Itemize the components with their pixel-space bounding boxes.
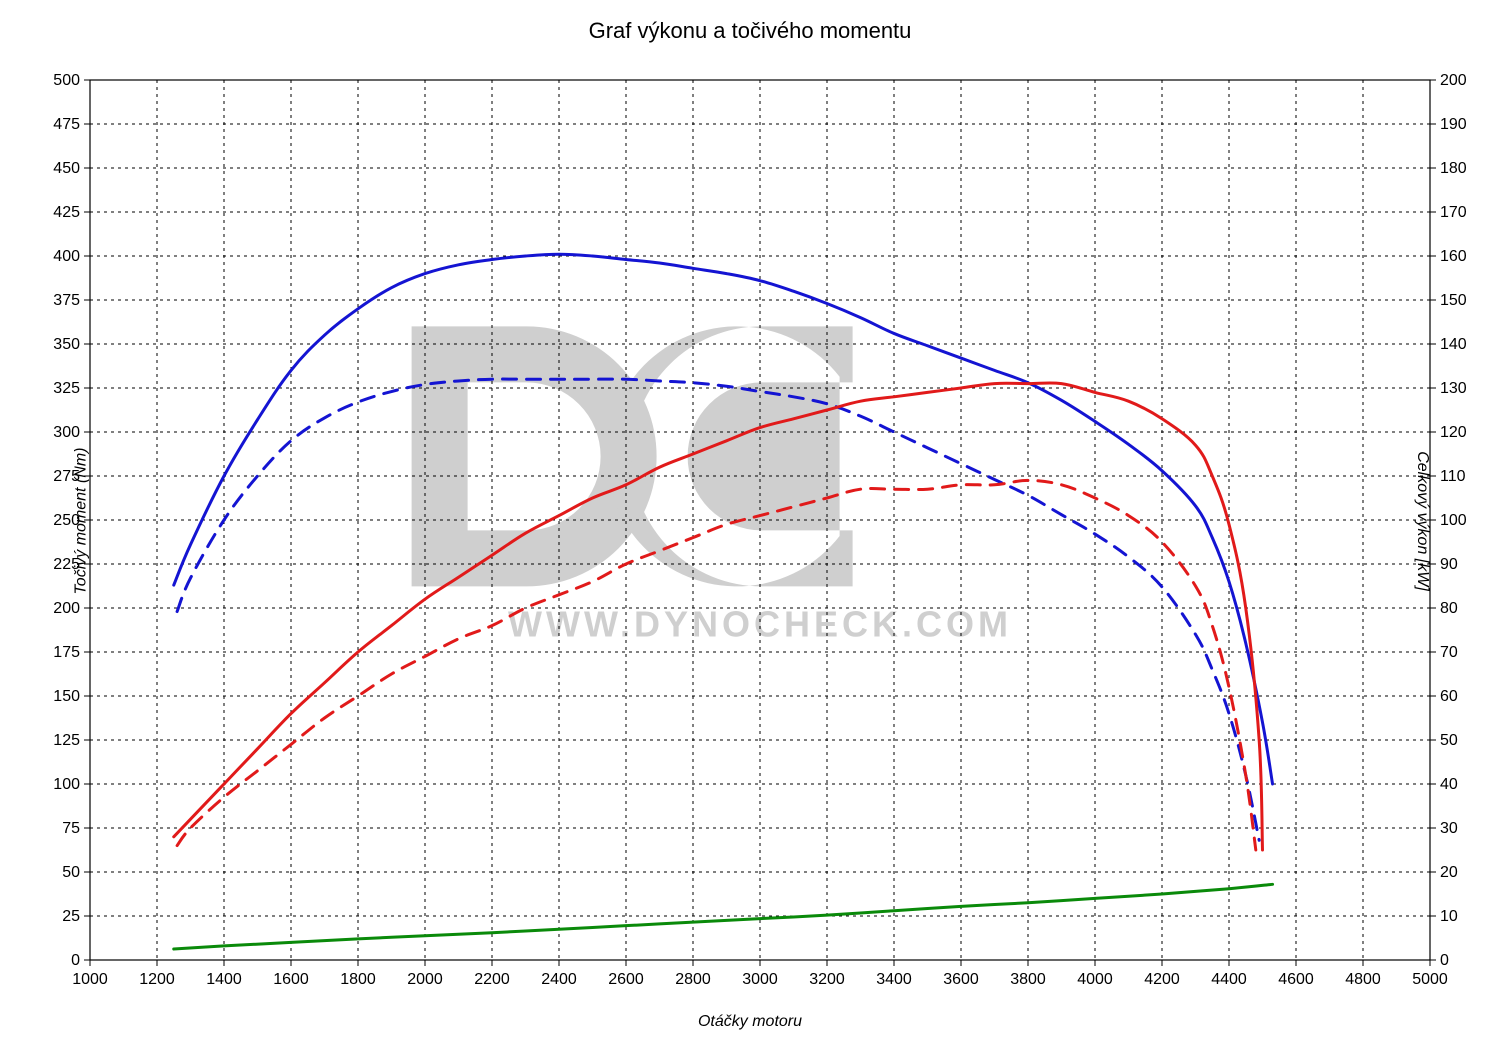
y-right-tick-label: 200	[1440, 72, 1467, 89]
y-left-tick-label: 150	[53, 688, 80, 705]
x-tick-label: 2600	[608, 971, 644, 988]
x-tick-label: 2200	[474, 971, 510, 988]
y-left-tick-label: 0	[71, 952, 80, 969]
y-left-tick-label: 50	[62, 864, 80, 881]
y-right-tick-label: 110	[1440, 468, 1466, 485]
y-right-tick-label: 160	[1440, 248, 1467, 265]
y-right-tick-label: 70	[1440, 644, 1458, 661]
y-right-tick-label: 20	[1440, 864, 1458, 881]
x-tick-label: 5000	[1412, 971, 1448, 988]
y-left-tick-label: 25	[62, 908, 80, 925]
x-tick-label: 3800	[1010, 971, 1046, 988]
y-right-tick-label: 0	[1440, 952, 1449, 969]
x-axis-label: Otáčky motoru	[0, 1013, 1500, 1031]
y-right-tick-label: 90	[1440, 556, 1458, 573]
y-axis-right-label: Celkový výkon [kW]	[1413, 451, 1431, 591]
y-left-tick-label: 475	[53, 116, 80, 133]
x-tick-label: 1000	[72, 971, 108, 988]
chart-container: Graf výkonu a točivého momentu Točivý mo…	[0, 0, 1500, 1041]
watermark-url: WWW.DYNOCHECK.COM	[508, 603, 1012, 644]
x-tick-label: 4000	[1077, 971, 1113, 988]
y-left-tick-label: 325	[53, 380, 80, 397]
x-tick-label: 1400	[206, 971, 242, 988]
x-tick-label: 4200	[1144, 971, 1180, 988]
y-right-tick-label: 60	[1440, 688, 1458, 705]
chart-title: Graf výkonu a točivého momentu	[0, 18, 1500, 44]
y-left-tick-label: 375	[53, 292, 80, 309]
x-tick-label: 2400	[541, 971, 577, 988]
y-left-tick-label: 425	[53, 204, 80, 221]
x-tick-label: 3000	[742, 971, 778, 988]
y-right-tick-label: 120	[1440, 424, 1467, 441]
y-left-tick-label: 300	[53, 424, 80, 441]
y-right-tick-label: 140	[1440, 336, 1467, 353]
x-tick-label: 2800	[675, 971, 711, 988]
y-left-tick-label: 450	[53, 160, 80, 177]
x-tick-label: 3400	[876, 971, 912, 988]
y-axis-left-label: Točivý moment (Nm)	[72, 447, 90, 594]
y-left-tick-label: 200	[53, 600, 80, 617]
y-right-tick-label: 30	[1440, 820, 1458, 837]
x-tick-label: 4800	[1345, 971, 1381, 988]
y-left-tick-label: 400	[53, 248, 80, 265]
y-right-tick-label: 40	[1440, 776, 1458, 793]
y-left-tick-label: 100	[53, 776, 80, 793]
y-right-tick-label: 180	[1440, 160, 1467, 177]
y-right-tick-label: 80	[1440, 600, 1458, 617]
x-tick-label: 3600	[943, 971, 979, 988]
y-right-tick-label: 170	[1440, 204, 1467, 221]
x-tick-label: 1800	[340, 971, 376, 988]
y-right-tick-label: 50	[1440, 732, 1458, 749]
y-left-tick-label: 350	[53, 336, 80, 353]
y-right-tick-label: 10	[1440, 908, 1458, 925]
x-tick-label: 4600	[1278, 971, 1314, 988]
y-left-tick-label: 75	[62, 820, 80, 837]
x-tick-label: 4400	[1211, 971, 1247, 988]
y-left-tick-label: 175	[53, 644, 80, 661]
x-tick-label: 1200	[139, 971, 175, 988]
x-tick-label: 1600	[273, 971, 309, 988]
y-left-tick-label: 500	[53, 72, 80, 89]
y-left-tick-label: 125	[53, 732, 80, 749]
y-right-tick-label: 150	[1440, 292, 1467, 309]
y-right-tick-label: 100	[1440, 512, 1467, 529]
y-right-tick-label: 130	[1440, 380, 1467, 397]
x-tick-label: 3200	[809, 971, 845, 988]
y-right-tick-label: 190	[1440, 116, 1467, 133]
chart-svg: WWW.DYNOCHECK.COM10001200140016001800200…	[0, 0, 1500, 1041]
x-tick-label: 2000	[407, 971, 443, 988]
